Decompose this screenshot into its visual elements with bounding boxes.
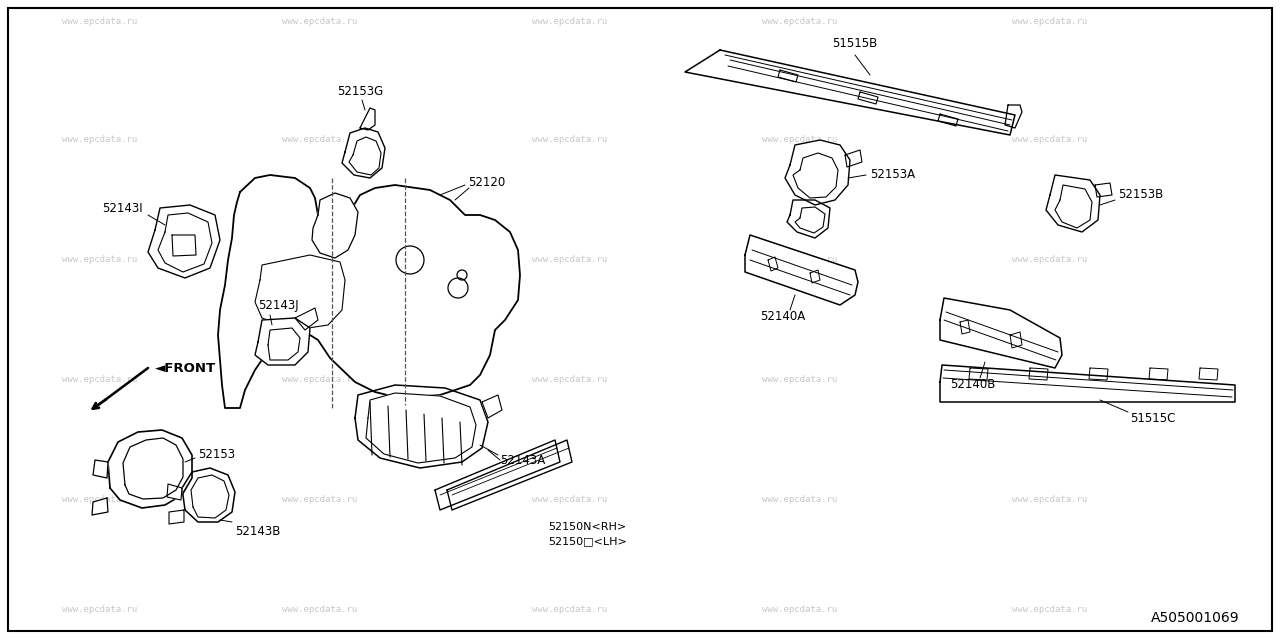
Polygon shape: [294, 308, 317, 330]
Polygon shape: [169, 510, 184, 524]
Text: www.epcdata.ru: www.epcdata.ru: [283, 376, 357, 385]
Polygon shape: [969, 368, 988, 380]
Text: 52153: 52153: [198, 449, 236, 461]
Text: 52120: 52120: [468, 176, 506, 190]
Polygon shape: [845, 150, 861, 167]
Text: www.epcdata.ru: www.epcdata.ru: [283, 495, 357, 505]
Polygon shape: [785, 140, 850, 205]
Text: www.epcdata.ru: www.epcdata.ru: [283, 256, 357, 265]
Polygon shape: [349, 137, 381, 175]
Polygon shape: [218, 175, 520, 408]
Polygon shape: [1010, 332, 1021, 348]
Polygon shape: [108, 430, 192, 508]
Polygon shape: [312, 193, 358, 258]
Polygon shape: [685, 50, 1015, 135]
Polygon shape: [858, 92, 878, 104]
Text: 52143I: 52143I: [102, 201, 143, 215]
Polygon shape: [255, 255, 346, 330]
Text: www.epcdata.ru: www.epcdata.ru: [532, 256, 608, 265]
Text: www.epcdata.ru: www.epcdata.ru: [283, 606, 357, 615]
Polygon shape: [787, 200, 829, 238]
Text: 52143A: 52143A: [500, 454, 545, 466]
Text: www.epcdata.ru: www.epcdata.ru: [532, 135, 608, 144]
Text: www.epcdata.ru: www.epcdata.ru: [283, 17, 357, 26]
Text: www.epcdata.ru: www.epcdata.ru: [763, 135, 837, 144]
Text: www.epcdata.ru: www.epcdata.ru: [63, 256, 138, 265]
Text: www.epcdata.ru: www.epcdata.ru: [532, 17, 608, 26]
Polygon shape: [778, 70, 797, 82]
Polygon shape: [1199, 368, 1219, 380]
Text: ◄FRONT: ◄FRONT: [155, 362, 216, 374]
Polygon shape: [166, 484, 182, 500]
Polygon shape: [960, 320, 970, 334]
Polygon shape: [1149, 368, 1169, 380]
Text: 52153A: 52153A: [870, 169, 915, 181]
Polygon shape: [940, 365, 1235, 402]
Text: 52143J: 52143J: [259, 299, 298, 312]
Polygon shape: [1005, 105, 1021, 128]
Polygon shape: [1046, 175, 1100, 232]
Text: www.epcdata.ru: www.epcdata.ru: [63, 606, 138, 615]
Polygon shape: [768, 257, 778, 271]
Text: www.epcdata.ru: www.epcdata.ru: [532, 376, 608, 385]
Polygon shape: [795, 207, 826, 233]
Text: www.epcdata.ru: www.epcdata.ru: [532, 495, 608, 505]
Polygon shape: [366, 393, 476, 463]
Polygon shape: [355, 385, 488, 468]
Polygon shape: [360, 108, 375, 130]
Polygon shape: [92, 498, 108, 515]
Text: www.epcdata.ru: www.epcdata.ru: [1012, 256, 1088, 265]
Text: 51515B: 51515B: [832, 37, 878, 50]
Polygon shape: [940, 298, 1062, 368]
Polygon shape: [810, 270, 820, 283]
Text: www.epcdata.ru: www.epcdata.ru: [763, 256, 837, 265]
Text: www.epcdata.ru: www.epcdata.ru: [63, 17, 138, 26]
Polygon shape: [255, 318, 310, 365]
Polygon shape: [182, 468, 236, 522]
Polygon shape: [447, 440, 572, 510]
Text: www.epcdata.ru: www.epcdata.ru: [283, 135, 357, 144]
Text: www.epcdata.ru: www.epcdata.ru: [1012, 135, 1088, 144]
Polygon shape: [157, 213, 212, 272]
Text: 52140A: 52140A: [760, 310, 805, 323]
Polygon shape: [1094, 183, 1112, 197]
Polygon shape: [268, 328, 300, 360]
Polygon shape: [123, 438, 183, 499]
Text: www.epcdata.ru: www.epcdata.ru: [63, 376, 138, 385]
Text: 52153B: 52153B: [1117, 189, 1164, 201]
Text: 51515C: 51515C: [1130, 412, 1175, 425]
Text: www.epcdata.ru: www.epcdata.ru: [1012, 606, 1088, 615]
Polygon shape: [342, 128, 385, 178]
Polygon shape: [172, 235, 196, 256]
Polygon shape: [435, 440, 561, 510]
Polygon shape: [938, 114, 957, 126]
Polygon shape: [191, 475, 229, 518]
Text: www.epcdata.ru: www.epcdata.ru: [763, 376, 837, 385]
Polygon shape: [93, 460, 108, 478]
Text: 52153G: 52153G: [337, 85, 383, 98]
Text: www.epcdata.ru: www.epcdata.ru: [63, 495, 138, 505]
Polygon shape: [1029, 368, 1048, 380]
Text: www.epcdata.ru: www.epcdata.ru: [1012, 17, 1088, 26]
Text: www.epcdata.ru: www.epcdata.ru: [763, 17, 837, 26]
Polygon shape: [794, 153, 838, 198]
Text: www.epcdata.ru: www.epcdata.ru: [1012, 376, 1088, 385]
Polygon shape: [483, 395, 502, 418]
Text: 52143B: 52143B: [236, 525, 280, 538]
Text: 52150□<LH>: 52150□<LH>: [548, 536, 627, 546]
Polygon shape: [148, 205, 220, 278]
Polygon shape: [1055, 185, 1092, 228]
Text: 52140B: 52140B: [950, 378, 996, 391]
Text: www.epcdata.ru: www.epcdata.ru: [63, 135, 138, 144]
Polygon shape: [745, 235, 858, 305]
Text: www.epcdata.ru: www.epcdata.ru: [763, 606, 837, 615]
Text: www.epcdata.ru: www.epcdata.ru: [1012, 495, 1088, 505]
Text: A505001069: A505001069: [1152, 611, 1240, 625]
Text: www.epcdata.ru: www.epcdata.ru: [532, 606, 608, 615]
Polygon shape: [1089, 368, 1108, 380]
Text: 52150N<RH>: 52150N<RH>: [548, 522, 626, 532]
Text: www.epcdata.ru: www.epcdata.ru: [763, 495, 837, 505]
